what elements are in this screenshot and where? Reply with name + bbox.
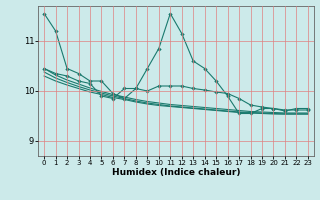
X-axis label: Humidex (Indice chaleur): Humidex (Indice chaleur) bbox=[112, 168, 240, 177]
